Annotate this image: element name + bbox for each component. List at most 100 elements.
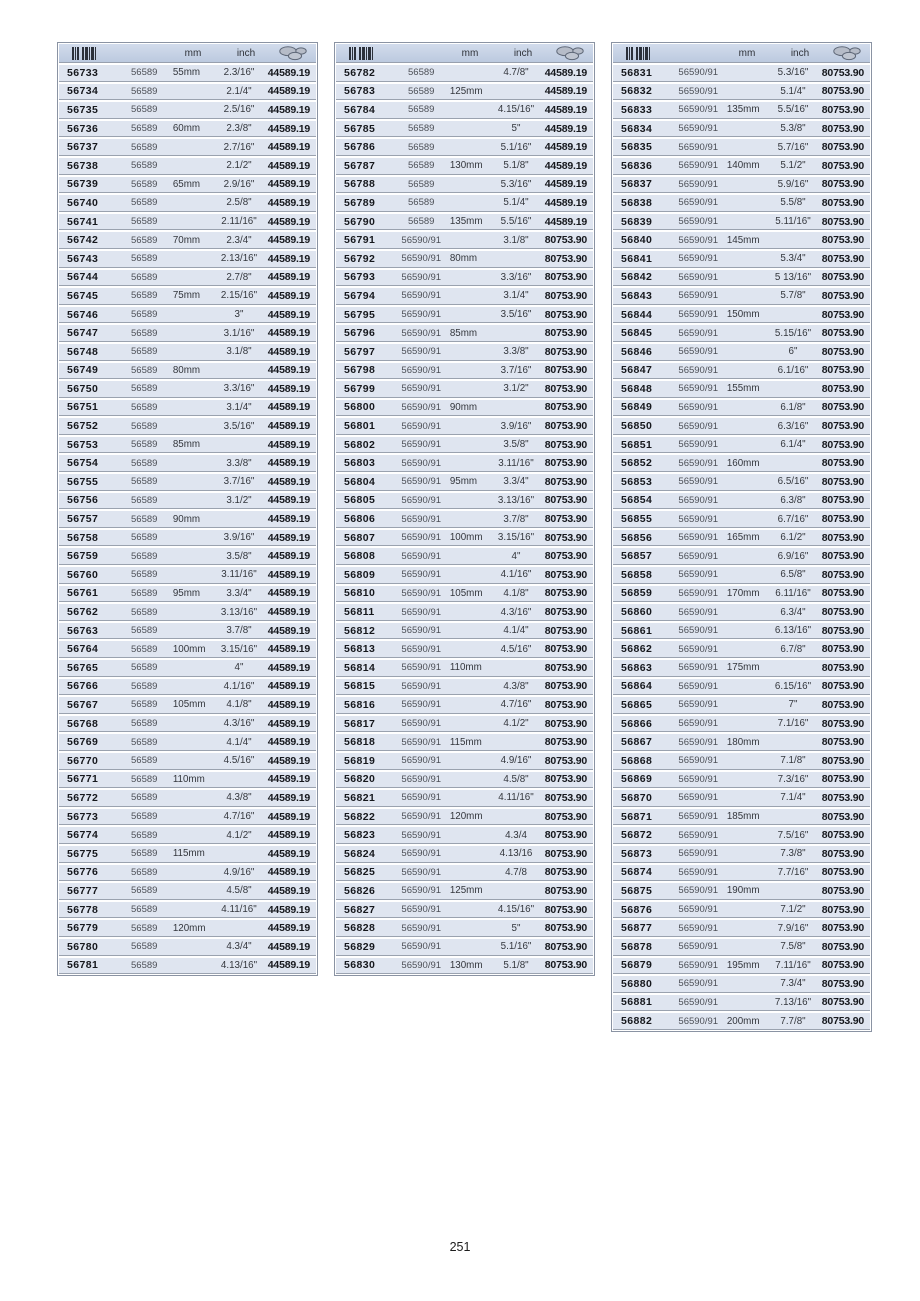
table-header: mm inch [336,44,593,63]
inch-cell: 4.5/8" [226,885,252,897]
price-cell: 80753.90 [544,624,587,637]
item-number-cell: 56874 [621,866,653,879]
ref-number-cell: 56589 [408,123,435,135]
price-cell: 80753.90 [544,382,587,395]
table-row: 56806 56590/91 3.7/8" 80753.90 [336,511,593,528]
ref-number-cell: 56589 [408,160,435,172]
ref-number-cell: 56589 [131,532,158,544]
inch-cell: 2.5/8" [226,197,252,209]
ref-number-cell: 56590/91 [678,513,719,525]
ref-number-cell: 56590/91 [678,123,719,135]
inch-cell: 7.3/16" [777,773,809,785]
ref-number-cell: 56590/91 [401,941,442,953]
ref-number-cell: 56590/91 [401,420,442,432]
item-number-cell: 56793 [344,271,376,284]
item-number-cell: 56835 [621,141,653,154]
item-number-cell: 56827 [344,903,376,916]
price-cell: 80753.90 [821,959,864,972]
ref-number-cell: 56589 [131,736,158,748]
table-row: 56780 56589 4.3/4" 44589.19 [59,938,316,956]
mm-cell: 85mm [449,327,478,339]
inch-cell: 5.7/16" [777,141,809,153]
inch-cell: 5.1/8" [503,959,529,971]
table-row: 56878 56590/91 7.5/8" 80753.90 [613,938,870,956]
item-number-cell: 56821 [344,791,376,804]
ref-number-cell: 56589 [131,625,158,637]
price-cell: 80753.90 [821,736,864,749]
table-row: 56747 56589 3.1/16" 44589.19 [59,325,316,342]
ref-number-cell: 56590/91 [678,904,719,916]
table-row: 56815 56590/91 4.3/8" 80753.90 [336,678,593,696]
table-header: mm inch [59,44,316,63]
ref-number-cell: 56590/91 [401,736,442,748]
inch-cell: 4.7/16" [500,699,532,711]
table-row: 56859 56590/91 170mm 6.11/16" 80753.90 [613,585,870,603]
ref-number-cell: 56590/91 [678,1015,719,1027]
ref-number-cell: 56589 [131,309,158,321]
ref-number-cell: 56589 [131,680,158,692]
ref-number-cell: 56589 [131,550,158,562]
item-number-cell: 56755 [67,475,99,488]
inch-cell: 6.13/16" [774,625,812,637]
mm-cell: 135mm [449,216,483,228]
ref-number-cell: 56589 [131,922,158,934]
ref-number-cell: 56590/91 [678,922,719,934]
inch-cell: 4.1/2" [503,718,529,730]
inch-cell: 6.3/16" [777,420,809,432]
ref-number-cell: 56590/91 [678,420,719,432]
mm-cell: 120mm [172,922,206,934]
item-number-cell: 56853 [621,475,653,488]
table-row: 56849 56590/91 6.1/8" 80753.90 [613,399,870,417]
price-cell: 44589.19 [267,736,310,749]
ref-number-cell: 56590/91 [678,755,719,767]
inch-cell: 3.1/8" [503,234,529,246]
ref-number-cell: 56590/91 [401,643,442,655]
ref-number-cell: 56589 [131,848,158,860]
ref-number-cell: 56589 [131,494,158,506]
item-number-cell: 56869 [621,773,653,786]
price-cell: 44589.19 [544,66,587,79]
item-number-cell: 56779 [67,922,99,935]
price-cell: 44589.19 [267,624,310,637]
inch-cell: 3.13/16" [497,494,535,506]
item-number-cell: 56839 [621,215,653,228]
price-cell: 44589.19 [267,122,310,135]
price-cell: 80753.90 [821,85,864,98]
price-cell: 44589.19 [267,884,310,897]
item-number-cell: 56814 [344,661,376,674]
item-number-cell: 56800 [344,401,376,414]
inch-cell: 3.7/8" [226,625,252,637]
inch-cell: 5.5/16" [777,104,809,116]
inch-cell: 6.15/16" [774,680,812,692]
price-cell: 44589.19 [267,252,310,265]
item-number-cell: 56876 [621,903,653,916]
mm-cell: 130mm [449,160,483,172]
price-cell: 80753.90 [544,475,587,488]
price-cell: 80753.90 [544,829,587,842]
table-row: 56876 56590/91 7.1/2" 80753.90 [613,901,870,919]
page-number: 251 [449,1240,471,1254]
price-cell: 44589.19 [267,587,310,600]
table-row: 56839 56590/91 5.11/16" 80753.90 [613,213,870,231]
inch-cell: 2.1/4" [226,85,252,97]
ref-number-cell: 56590/91 [401,866,442,878]
price-cell: 80753.90 [821,903,864,916]
price-cell: 80753.90 [821,773,864,786]
table-row: 56825 56590/91 4.7/8 80753.90 [336,864,593,882]
price-cell: 80753.90 [821,159,864,172]
price-cell: 80753.90 [544,661,587,674]
ref-number-cell: 56589 [131,234,158,246]
price-cell: 80753.90 [821,420,864,433]
table-row: 56787 56589 130mm 5.1/8" 44589.19 [336,157,593,175]
item-number-cell: 56820 [344,773,376,786]
inch-cell: 2.7/8" [226,271,252,283]
item-number-cell: 56764 [67,643,99,656]
ref-number-cell: 56590/91 [401,309,442,321]
price-cell: 80753.90 [821,717,864,730]
item-number-cell: 56760 [67,568,99,581]
ref-number-cell: 56590/91 [678,160,719,172]
ref-number-cell: 56589 [131,457,158,469]
item-number-cell: 56757 [67,513,99,526]
table-row: 56789 56589 5.1/4" 44589.19 [336,195,593,212]
item-number-cell: 56756 [67,494,99,507]
